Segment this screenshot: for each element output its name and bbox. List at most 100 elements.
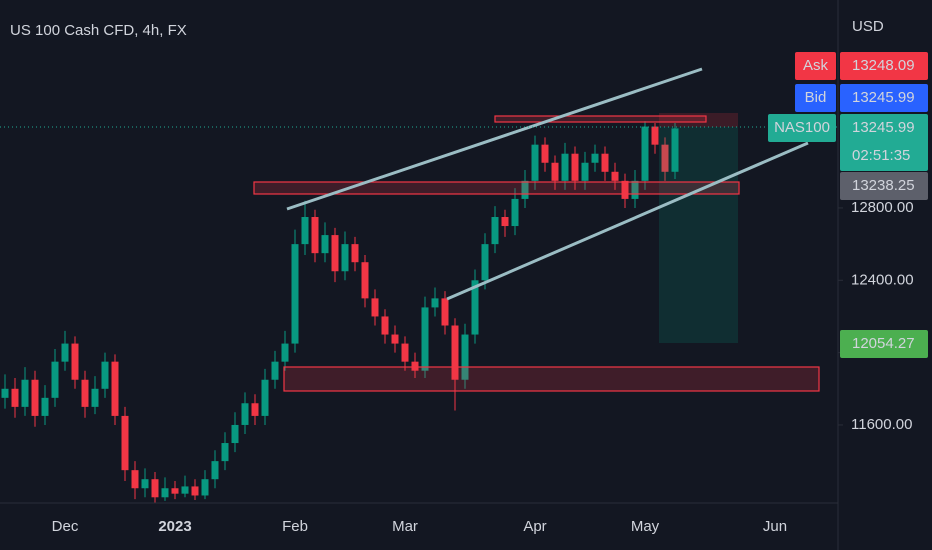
candle-body (431, 298, 439, 308)
countdown: 02:51:35 (852, 147, 910, 164)
zone-rect (283, 366, 820, 392)
candle-body (581, 162, 589, 181)
candle-body (411, 361, 419, 371)
candle-body (21, 379, 29, 407)
candle-body (11, 388, 19, 407)
candle-body (591, 153, 599, 163)
candle-body (621, 180, 629, 199)
candle-body (311, 216, 319, 254)
candle-body (61, 343, 69, 362)
candle-body (271, 361, 279, 380)
price-label-box (840, 52, 928, 80)
candle-body (671, 128, 679, 172)
price-label-value: 13245.99 (852, 119, 915, 136)
candle-body (151, 479, 159, 498)
candle-body (661, 144, 669, 172)
candle-body (51, 361, 59, 398)
trend-line (446, 141, 809, 301)
candle-body (31, 379, 39, 416)
candle-body (301, 216, 309, 245)
price-label-name-box (795, 52, 836, 80)
candle-body (251, 403, 259, 416)
candle-body (531, 144, 539, 181)
candle-body (1, 388, 9, 398)
candle-body (601, 153, 609, 172)
candle-body (571, 153, 579, 181)
zone-rect (494, 115, 707, 123)
plot-area (1, 121, 679, 503)
candle-body (141, 479, 149, 489)
x-tick-label: Feb (282, 518, 308, 535)
price-label-box (840, 114, 928, 171)
candle-body (441, 298, 449, 326)
candle-body (401, 343, 409, 362)
y-tick-label: 12800.00 (851, 199, 914, 216)
trend-line (286, 67, 703, 211)
candle-body (461, 334, 469, 380)
candle-body (101, 361, 109, 389)
candle-body (231, 424, 239, 444)
candle-body (641, 126, 649, 181)
candle-body (161, 488, 169, 498)
price-label-value: 12054.27 (852, 335, 915, 352)
price-label-box (840, 172, 928, 200)
candle-body (511, 198, 519, 227)
candle-body (361, 262, 369, 299)
candle-body (201, 479, 209, 496)
price-label-value: 13238.25 (852, 177, 915, 194)
candle-body (421, 307, 429, 371)
price-label-value: 13248.09 (852, 57, 915, 74)
price-label-name: Bid (805, 89, 827, 106)
candle-body (211, 461, 219, 480)
candle-body (291, 244, 299, 344)
candle-body (131, 470, 139, 489)
candle-body (481, 244, 489, 281)
candle-body (651, 126, 659, 145)
candle-body (281, 343, 289, 362)
price-label-name: NAS100 (774, 119, 830, 136)
candle-body (561, 153, 569, 181)
candle-body (471, 280, 479, 335)
price-label-value: 13245.99 (852, 89, 915, 106)
candle-body (631, 180, 639, 199)
x-tick-label: Jun (763, 518, 787, 535)
candle-body (611, 171, 619, 181)
candle-body (321, 235, 329, 254)
y-tick-label: 12400.00 (851, 271, 914, 288)
candle-body (221, 443, 229, 462)
candle-body (41, 397, 49, 416)
candle-body (521, 180, 529, 199)
candle-body (331, 235, 339, 272)
candle-body (491, 216, 499, 245)
candle-body (191, 486, 199, 496)
price-label-name: Ask (803, 57, 829, 74)
x-tick-label: Mar (392, 518, 418, 535)
price-label-name-box (795, 84, 836, 112)
candle-body (341, 244, 349, 272)
candle-body (241, 403, 249, 425)
target-zone (659, 127, 738, 343)
price-label-box (840, 84, 928, 112)
candle-body (71, 343, 79, 380)
candle-body (261, 379, 269, 416)
candle-body (371, 298, 379, 317)
x-tick-label: Apr (523, 518, 546, 535)
x-tick-label: May (631, 518, 660, 535)
candle-body (541, 144, 549, 163)
candle-body (121, 415, 129, 471)
x-tick-label: 2023 (158, 518, 191, 535)
candle-body (181, 486, 189, 494)
chart-title: US 100 Cash CFD, 4h, FX (10, 22, 187, 39)
candle-body (171, 488, 179, 494)
price-label-box (840, 330, 928, 358)
x-tick-label: Dec (52, 518, 79, 535)
candle-body (351, 244, 359, 263)
candle-body (391, 334, 399, 344)
y-tick-label: 11600.00 (851, 416, 912, 433)
candle-body (451, 325, 459, 380)
zone-rect (253, 181, 740, 195)
candle-body (551, 162, 559, 181)
